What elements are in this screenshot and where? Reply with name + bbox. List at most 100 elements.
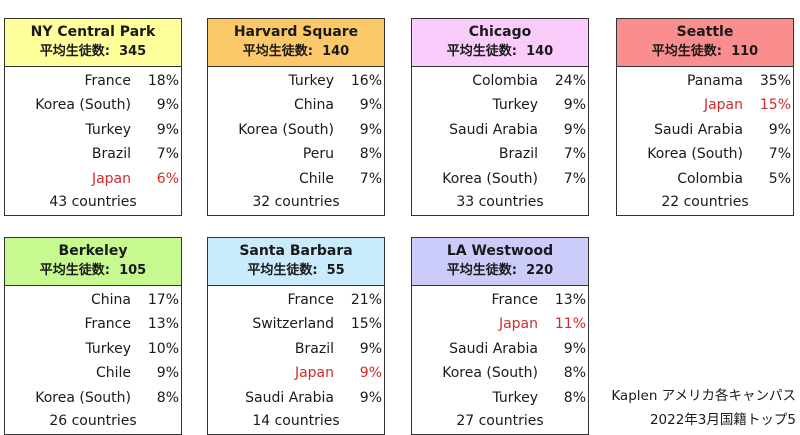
country-percent: 7% bbox=[359, 170, 382, 187]
country-name: China bbox=[91, 292, 131, 308]
country-percent: 16% bbox=[350, 73, 382, 89]
country-percent: 9% bbox=[359, 121, 382, 138]
nationality-row: Saudi Arabia 9% bbox=[617, 118, 793, 142]
caption-line-2: 2022年3月国籍トップ5 bbox=[649, 412, 796, 428]
country-name: Chile bbox=[298, 170, 334, 187]
nationality-row: Japan 9% bbox=[208, 361, 384, 385]
country-percent: 10% bbox=[147, 340, 179, 357]
campus-header: Berkeley 平均生徒数: 105 bbox=[5, 238, 181, 286]
country-name: Korea (South) bbox=[35, 97, 131, 114]
country-name: Chile bbox=[95, 365, 131, 382]
nationality-row: Turkey 9% bbox=[412, 93, 588, 117]
average-value: 345 bbox=[119, 44, 147, 59]
country-name: China bbox=[294, 97, 334, 114]
country-name: Korea (South) bbox=[35, 389, 131, 406]
country-percent: 21% bbox=[350, 292, 382, 308]
country-name: Turkey bbox=[492, 97, 538, 114]
country-percent: 24% bbox=[554, 73, 586, 89]
average-value: 140 bbox=[322, 44, 350, 59]
nationality-row: Chile 7% bbox=[208, 167, 384, 191]
nationality-row: Korea (South) 8% bbox=[412, 361, 588, 385]
nationality-row: Turkey 9% bbox=[5, 118, 181, 142]
country-percent: 9% bbox=[156, 121, 179, 138]
average-value: 110 bbox=[731, 44, 759, 59]
campus-header: Seattle 平均生徒数: 110 bbox=[617, 19, 793, 67]
campus-card: Santa Barbara 平均生徒数: 55 France 21% Switzerla… bbox=[207, 237, 385, 435]
nationality-list: France 13% Japan 11% Saudi Arabia 9% Korea (So… bbox=[412, 286, 588, 410]
country-percent: 9% bbox=[768, 121, 791, 138]
country-percent: 9% bbox=[563, 121, 586, 138]
average-label: 平均生徒数: bbox=[651, 44, 722, 59]
campus-header: Chicago 平均生徒数: 140 bbox=[412, 19, 588, 67]
country-percent: 7% bbox=[768, 146, 791, 163]
average-students: 平均生徒数: 220 bbox=[412, 261, 588, 281]
nationality-row: Korea (South) 7% bbox=[617, 142, 793, 166]
nationality-row: Saudi Arabia 9% bbox=[208, 386, 384, 410]
nationality-row: Turkey 8% bbox=[412, 386, 588, 410]
country-percent: 13% bbox=[554, 292, 586, 308]
nationality-list: Panama 35% Japan 15% Saudi Arabia 9% Korea (So… bbox=[617, 67, 793, 191]
nationality-row: Korea (South) 7% bbox=[412, 167, 588, 191]
country-name: Saudi Arabia bbox=[449, 121, 538, 138]
campus-header: Harvard Square 平均生徒数: 140 bbox=[208, 19, 384, 67]
country-name: Turkey bbox=[85, 340, 131, 357]
country-name: Brazil bbox=[294, 340, 334, 357]
campus-name: Berkeley bbox=[58, 243, 128, 259]
nationality-row: Turkey 10% bbox=[5, 337, 181, 361]
country-name: Korea (South) bbox=[647, 146, 743, 163]
nationality-row: Korea (South) 9% bbox=[208, 118, 384, 142]
country-count: 22 countries bbox=[661, 193, 749, 210]
campus-card: Chicago 平均生徒数: 140 Colombia 24% Turkey 9% Saud… bbox=[411, 18, 589, 216]
country-name: Turkey bbox=[288, 73, 334, 89]
average-students: 平均生徒数: 345 bbox=[5, 42, 181, 62]
country-name: Japan bbox=[91, 170, 131, 187]
country-percent: 7% bbox=[563, 146, 586, 163]
country-count: 27 countries bbox=[456, 412, 544, 429]
average-label: 平均生徒数: bbox=[446, 44, 517, 59]
country-name: France bbox=[491, 292, 538, 308]
country-name: France bbox=[287, 292, 334, 308]
nationality-row: Chile 9% bbox=[5, 361, 181, 385]
average-students: 平均生徒数: 110 bbox=[617, 42, 793, 62]
country-percent: 35% bbox=[759, 73, 791, 89]
country-name: Korea (South) bbox=[238, 121, 334, 138]
nationality-list: China 17% France 13% Turkey 10% Chile 9% Korea (… bbox=[5, 286, 181, 410]
campus-card: Berkeley 平均生徒数: 105 China 17% France 13% Turke… bbox=[4, 237, 182, 435]
campus-name: Seattle bbox=[676, 24, 734, 40]
country-count: 33 countries bbox=[456, 193, 544, 210]
nationality-list: France 21% Switzerland 15% Brazil 9% Japan 9% Sa… bbox=[208, 286, 384, 410]
campus-name: NY Central Park bbox=[30, 24, 156, 40]
average-label: 平均生徒数: bbox=[39, 44, 110, 59]
country-percent: 17% bbox=[147, 292, 179, 308]
average-label: 平均生徒数: bbox=[446, 263, 517, 278]
average-label: 平均生徒数: bbox=[247, 263, 318, 278]
country-percent: 9% bbox=[359, 97, 382, 114]
campus-name: Chicago bbox=[468, 24, 532, 40]
country-percent: 9% bbox=[359, 340, 382, 357]
average-students: 平均生徒数: 55 bbox=[208, 261, 384, 281]
campus-name: LA Westwood bbox=[446, 243, 554, 259]
campus-header: Santa Barbara 平均生徒数: 55 bbox=[208, 238, 384, 286]
country-name: Japan bbox=[498, 316, 538, 333]
nationality-row: France 13% bbox=[5, 312, 181, 336]
country-name: France bbox=[84, 316, 131, 333]
nationality-row: France 13% bbox=[412, 288, 588, 312]
country-percent: 8% bbox=[359, 146, 382, 163]
country-percent: 18% bbox=[147, 73, 179, 89]
nationality-row: Switzerland 15% bbox=[208, 312, 384, 336]
nationality-row: China 9% bbox=[208, 93, 384, 117]
country-count: 26 countries bbox=[49, 412, 137, 429]
nationality-row: Turkey 16% bbox=[208, 69, 384, 93]
country-percent: 15% bbox=[350, 316, 382, 333]
country-percent: 8% bbox=[563, 389, 586, 406]
country-percent: 9% bbox=[156, 365, 179, 382]
campus-card: LA Westwood 平均生徒数: 220 France 13% Japan 11% Sa… bbox=[411, 237, 589, 435]
country-name: Colombia bbox=[472, 73, 538, 89]
average-value: 55 bbox=[326, 263, 345, 278]
nationality-row: Brazil 7% bbox=[412, 142, 588, 166]
country-percent: 9% bbox=[563, 340, 586, 357]
country-name: Peru bbox=[302, 146, 334, 163]
country-name: Saudi Arabia bbox=[654, 121, 743, 138]
caption-line-1: Kaplen アメリカ各キャンパス bbox=[611, 388, 796, 404]
country-count: 43 countries bbox=[49, 193, 137, 210]
